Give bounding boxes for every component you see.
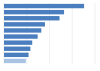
bar [4, 16, 60, 20]
bar [4, 22, 45, 26]
bar [4, 53, 29, 57]
bar [4, 34, 38, 38]
bar [4, 59, 26, 63]
bar [4, 28, 41, 32]
grid-line [72, 3, 73, 64]
bar [4, 40, 32, 44]
bar [4, 4, 84, 8]
bars [4, 4, 84, 63]
grid-line [95, 3, 96, 64]
bar [4, 47, 30, 51]
chart [0, 0, 100, 71]
bar [4, 10, 64, 14]
